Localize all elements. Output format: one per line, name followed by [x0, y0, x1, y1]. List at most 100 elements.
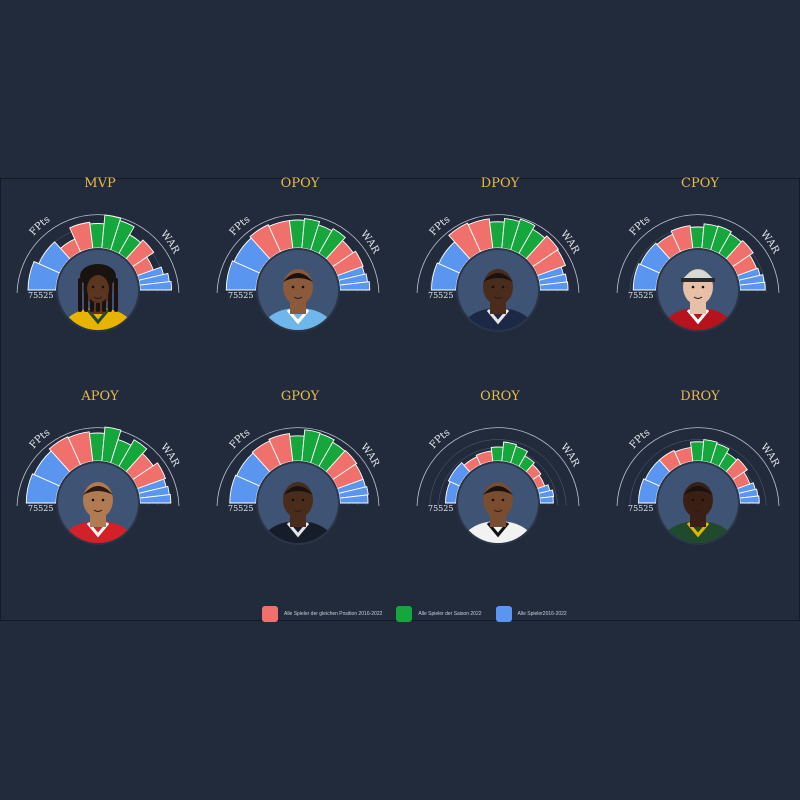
mouth	[493, 296, 503, 299]
radial-chart: FPts WAR 75525	[16, 214, 181, 332]
radial-chart: FPts WAR 75525	[216, 427, 381, 545]
legend-swatch	[262, 606, 278, 622]
grid-arc	[616, 214, 780, 293]
jersey	[662, 521, 734, 543]
label-text: WAR	[158, 442, 181, 469]
war-label: WAR	[158, 442, 181, 469]
label-text: FPts	[428, 427, 453, 451]
grid-arc	[16, 427, 180, 506]
eye	[301, 285, 305, 289]
hair	[283, 273, 313, 282]
eye	[91, 498, 95, 502]
player-photo	[662, 482, 734, 543]
legend-label: Alle Spieler der gleichen Position 2016-…	[284, 611, 383, 617]
mouth	[93, 509, 103, 512]
jersey	[462, 521, 534, 543]
player-photo	[462, 482, 534, 543]
eye	[101, 498, 105, 502]
war-label: WAR	[758, 229, 781, 256]
label-text: FPts	[628, 427, 653, 451]
war-label: WAR	[758, 442, 781, 469]
label-text: FPts	[28, 427, 53, 451]
label-text: WAR	[758, 229, 781, 256]
tick-labels: 75525	[428, 504, 453, 513]
eye	[501, 285, 505, 289]
award-title: DPOY	[480, 176, 520, 191]
war-label: WAR	[558, 229, 581, 256]
label-text: WAR	[358, 442, 381, 469]
fpts-label: FPts	[28, 214, 53, 238]
war-label: WAR	[358, 442, 381, 469]
eye	[491, 498, 495, 502]
player-photo	[662, 269, 734, 330]
hair-lock	[84, 278, 88, 312]
legend: Alle Spieler der gleichen Position 2016-…	[262, 606, 581, 622]
mouth	[293, 296, 303, 299]
label-text: FPts	[28, 214, 53, 238]
eye	[91, 285, 95, 289]
award-title: CPOY	[681, 176, 719, 191]
fpts-label: FPts	[228, 214, 253, 238]
player-photo	[262, 269, 334, 330]
hair	[283, 486, 313, 495]
player-photo	[262, 482, 334, 543]
award-title: APOY	[81, 389, 119, 404]
eye	[501, 498, 505, 502]
mouth	[293, 509, 303, 512]
mouth	[693, 296, 703, 299]
label-text: FPts	[228, 427, 253, 451]
player-photo	[62, 482, 134, 543]
cap-band	[681, 278, 715, 282]
legend-item-all: Alle Spieler2016-2022	[495, 606, 567, 622]
radial-chart: FPts WAR 75525	[416, 427, 581, 545]
label-text: WAR	[558, 229, 581, 256]
fpts-label: FPts	[428, 427, 453, 451]
legend-label: Alle Spieler2016-2022	[517, 611, 567, 617]
player-photo	[62, 264, 134, 330]
grid-arc	[616, 427, 780, 506]
eye	[291, 498, 295, 502]
award-title: MVP	[84, 176, 116, 191]
radial-chart: FPts WAR 75525	[16, 426, 181, 545]
hair-lock	[114, 278, 118, 312]
hair	[683, 486, 713, 495]
tick-labels: 75525	[628, 291, 653, 300]
bar-all	[539, 496, 554, 504]
label-text: WAR	[158, 229, 181, 256]
eye	[701, 498, 705, 502]
tick-labels: 75525	[28, 504, 53, 513]
jersey	[662, 308, 734, 330]
award-title: DROY	[680, 389, 720, 404]
grid-arc	[16, 214, 180, 293]
legend-label: Alle Spieler der Saison 2022	[418, 611, 482, 617]
radial-chart: FPts WAR 75525	[616, 427, 781, 545]
face	[87, 275, 109, 303]
jersey	[62, 521, 134, 543]
jersey	[262, 521, 334, 543]
mouth	[693, 509, 703, 512]
jersey	[62, 308, 134, 330]
tick-labels: 75525	[628, 504, 653, 513]
war-label: WAR	[158, 229, 181, 256]
fpts-label: FPts	[628, 214, 653, 238]
hair	[83, 486, 113, 495]
tick-labels: 75525	[428, 291, 453, 300]
player-photo	[462, 269, 534, 330]
eye	[491, 285, 495, 289]
radial-chart: FPts WAR 75525	[616, 214, 781, 332]
label-text: WAR	[558, 442, 581, 469]
hair	[483, 486, 513, 495]
fpts-label: FPts	[628, 427, 653, 451]
label-text: FPts	[228, 214, 253, 238]
label-text: FPts	[628, 214, 653, 238]
eye	[291, 285, 295, 289]
label-text: WAR	[758, 442, 781, 469]
legend-item-season: Alle Spieler der Saison 2022	[396, 606, 482, 622]
grid-arc	[416, 427, 580, 506]
jersey	[262, 308, 334, 330]
eye	[691, 285, 695, 289]
eye	[701, 285, 705, 289]
jersey	[462, 308, 534, 330]
grid-arc	[416, 214, 580, 293]
